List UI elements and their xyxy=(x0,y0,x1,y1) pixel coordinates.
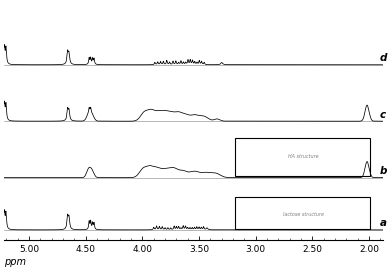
Text: HA structure: HA structure xyxy=(288,154,319,159)
FancyBboxPatch shape xyxy=(235,137,370,176)
Text: b: b xyxy=(380,166,387,176)
Text: lactose structure: lactose structure xyxy=(283,212,324,217)
Text: d: d xyxy=(380,53,387,63)
Text: c: c xyxy=(380,109,386,119)
FancyBboxPatch shape xyxy=(235,197,370,229)
Text: a: a xyxy=(380,218,387,228)
Text: ppm: ppm xyxy=(4,257,26,267)
